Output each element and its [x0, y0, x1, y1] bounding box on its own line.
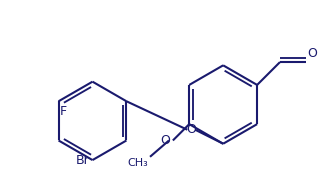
Text: CH₃: CH₃: [127, 158, 148, 168]
Text: F: F: [60, 104, 67, 118]
Text: O: O: [160, 134, 170, 147]
Text: Br: Br: [76, 154, 90, 167]
Text: O: O: [186, 123, 196, 136]
Text: O: O: [308, 47, 318, 60]
